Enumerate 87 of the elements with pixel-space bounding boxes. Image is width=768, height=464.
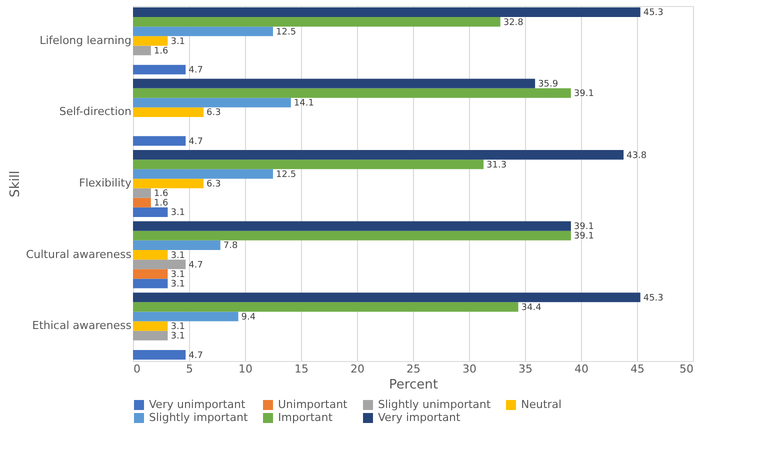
bar <box>133 269 168 279</box>
x-tick-label: 25 <box>406 362 420 376</box>
data-label: 3.1 <box>170 270 186 280</box>
data-label: 4.7 <box>188 350 203 361</box>
x-tick-label: 20 <box>350 362 364 376</box>
bar <box>133 330 168 340</box>
data-label: 4.7 <box>188 260 203 270</box>
y-axis-title: Skill <box>8 170 23 198</box>
bar <box>133 169 273 179</box>
data-label: 7.8 <box>223 241 238 252</box>
x-tick-label: 30 <box>462 362 476 376</box>
bar <box>133 198 151 208</box>
bar <box>133 136 186 146</box>
bar <box>133 64 186 74</box>
bar <box>133 250 168 260</box>
data-label: 3.1 <box>170 36 186 47</box>
bar <box>133 260 186 270</box>
bar <box>133 36 168 46</box>
bar <box>133 26 273 36</box>
data-label: 4.7 <box>188 66 203 76</box>
data-label: 1.6 <box>154 198 169 209</box>
data-label: 14.1 <box>294 98 314 109</box>
bar <box>133 17 500 27</box>
data-label: 3.1 <box>170 280 186 290</box>
x-tick-label: 40 <box>574 362 588 376</box>
bar <box>133 278 168 288</box>
data-label: 6.3 <box>206 180 221 190</box>
bar <box>133 160 484 170</box>
data-label: 34.4 <box>521 302 542 313</box>
x-tick-label: 10 <box>238 362 252 376</box>
bar <box>133 292 640 302</box>
data-label: 6.3 <box>206 108 221 118</box>
y-tick-label: Cultural awareness <box>26 248 132 261</box>
legend-label: Very important <box>378 411 461 424</box>
bar <box>133 321 168 331</box>
data-label: 31.3 <box>486 160 507 170</box>
data-label: 39.1 <box>574 89 594 100</box>
bar <box>133 178 204 188</box>
data-label: 1.6 <box>154 189 169 200</box>
data-label: 45.3 <box>643 8 664 18</box>
data-label: 35.9 <box>538 79 558 90</box>
bar <box>133 350 186 360</box>
bar <box>133 240 220 250</box>
data-label: 12.5 <box>276 170 296 180</box>
legend-label: Slightly important <box>149 411 248 424</box>
data-label: 3.1 <box>170 322 186 332</box>
x-tick-label: 50 <box>680 362 694 376</box>
data-label: 9.4 <box>241 312 256 322</box>
x-tick-label: 5 <box>186 362 193 376</box>
data-label: 39.1 <box>574 232 594 242</box>
bar <box>133 98 291 108</box>
y-tick-label: Self-direction <box>59 105 132 118</box>
bar <box>133 302 518 312</box>
x-tick-label: 35 <box>518 362 532 376</box>
legend-label: Slightly unimportant <box>378 398 492 411</box>
bar <box>133 107 204 117</box>
x-tick-label: 0 <box>134 362 140 376</box>
data-label: 32.8 <box>503 18 524 28</box>
bar <box>133 88 571 98</box>
x-axis-title: Percent <box>389 378 438 392</box>
legend-label: Unimportant <box>278 398 348 411</box>
bar <box>133 188 151 198</box>
x-tick-label: 45 <box>630 362 644 376</box>
data-label: 4.7 <box>188 136 203 147</box>
bar <box>133 150 624 160</box>
bar <box>133 7 640 17</box>
data-label: 43.8 <box>626 150 647 161</box>
bar <box>133 230 571 240</box>
data-label: 3.1 <box>170 250 186 261</box>
data-label: 39.1 <box>574 222 594 232</box>
data-label: 1.6 <box>154 46 169 56</box>
bar <box>133 78 536 88</box>
bar <box>133 221 571 231</box>
data-label: 3.1 <box>170 208 186 218</box>
bar <box>133 207 168 218</box>
data-label: 3.1 <box>170 332 186 342</box>
data-label: 12.5 <box>276 27 296 38</box>
bar <box>133 46 151 56</box>
y-tick-label: Flexibility <box>79 176 132 190</box>
data-label: 45.3 <box>643 293 664 304</box>
bar <box>133 312 238 322</box>
legend-label: Very unimportant <box>149 398 246 411</box>
y-tick-label: Lifelong learning <box>40 34 132 47</box>
y-tick-label: Ethical awareness <box>32 319 132 332</box>
x-tick-label: 15 <box>294 362 308 376</box>
legend-label: Important <box>278 411 334 424</box>
legend-label: Neutral <box>521 398 562 411</box>
